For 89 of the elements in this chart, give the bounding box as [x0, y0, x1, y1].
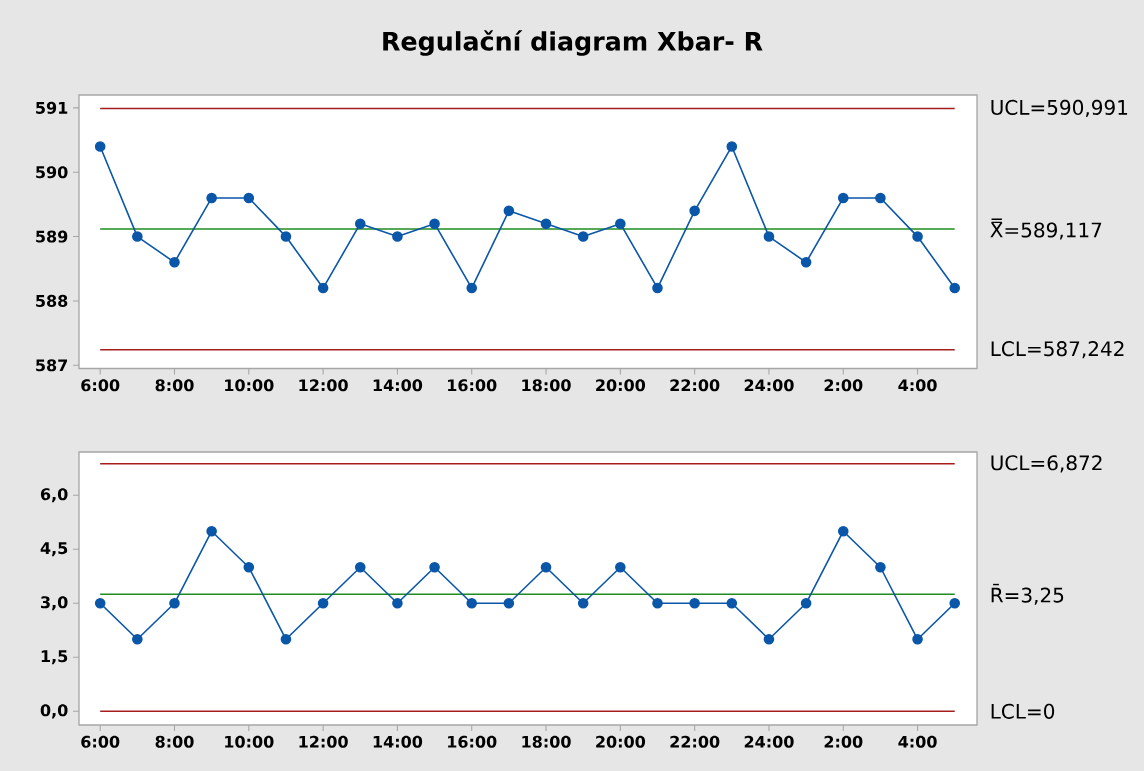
point: [615, 218, 626, 229]
point: [429, 218, 440, 229]
point: [726, 597, 738, 609]
x-tick-label: 14:00: [373, 735, 423, 748]
ref-line-label: R̄=3,25: [991, 583, 1064, 605]
x-tick-label: 16:00: [448, 379, 497, 392]
x-tick-label: 16:00: [448, 735, 497, 748]
chart-title: Regulační diagram Xbar- R: [383, 30, 763, 56]
x-tick-label: 10:00: [225, 379, 274, 392]
x-tick-label: 10:00: [225, 735, 274, 748]
point: [912, 231, 923, 242]
point: [949, 282, 961, 294]
point: [800, 597, 812, 609]
point: [689, 205, 700, 217]
x-tick-label: 20:00: [596, 735, 646, 748]
point: [949, 597, 961, 609]
y-tick-label: 590: [36, 166, 68, 179]
y-tick-label: 3,0: [41, 596, 68, 611]
point: [94, 141, 106, 152]
point: [169, 257, 180, 268]
x-tick-label: 20:00: [596, 379, 646, 392]
x-tick-label: 18:00: [522, 379, 571, 392]
x-tick-label: 6:00: [81, 735, 120, 748]
point: [354, 218, 366, 229]
y-tick-label: 589: [36, 230, 68, 243]
x-tick-label: 4:00: [898, 379, 937, 392]
point: [540, 561, 552, 573]
point: [354, 561, 366, 573]
point: [317, 282, 329, 294]
point: [429, 561, 440, 573]
ref-line-label: X̿=589,117: [990, 218, 1102, 240]
point: [615, 561, 626, 573]
y-tick-label: 591: [36, 101, 68, 114]
point: [652, 597, 663, 609]
point: [577, 597, 589, 609]
x-tick-label: 8:00: [155, 379, 194, 392]
x-tick-label: 24:00: [744, 379, 794, 392]
x-tick-label: 12:00: [299, 379, 348, 392]
x-tick-label: 2:00: [824, 735, 863, 748]
ref-line-label: LCL=0: [991, 703, 1055, 719]
x-tick-label: 6:00: [81, 379, 120, 392]
x-tick-label: 22:00: [670, 735, 720, 748]
y-tick-label: 588: [36, 294, 68, 307]
point: [466, 282, 478, 294]
x-tick-label: 14:00: [373, 379, 423, 392]
y-tick-label: 1,5: [41, 650, 68, 665]
y-tick-label: 587: [36, 359, 68, 372]
point: [280, 231, 292, 242]
point: [763, 633, 775, 645]
x-tick-label: 12:00: [299, 735, 348, 748]
point: [317, 597, 329, 609]
point: [392, 231, 403, 242]
point: [726, 141, 738, 152]
point: [243, 192, 255, 204]
y-tick-label: 4,5: [40, 542, 68, 557]
point: [875, 192, 886, 204]
point: [912, 633, 923, 645]
point: [206, 192, 217, 204]
ref-line-label: UCL=6,872: [991, 455, 1102, 473]
x-tick-label: 22:00: [670, 379, 720, 392]
point: [503, 205, 515, 217]
point: [763, 231, 775, 242]
point: [466, 597, 478, 609]
x-tick-label: 24:00: [744, 735, 794, 748]
point: [503, 597, 515, 609]
point: [652, 282, 663, 294]
point: [280, 633, 292, 645]
point: [689, 597, 700, 609]
x-tick-label: 18:00: [522, 735, 571, 748]
point: [94, 597, 106, 609]
point: [392, 597, 403, 609]
point: [243, 561, 255, 573]
ref-line-label: LCL=587,242: [991, 341, 1124, 359]
ref-line-label: UCL=590,991: [991, 99, 1128, 118]
point: [206, 525, 217, 537]
point: [540, 218, 552, 229]
x-tick-label: 4:00: [898, 735, 937, 748]
x-tick-label: 8:00: [155, 735, 194, 748]
point: [132, 633, 143, 645]
point: [875, 561, 886, 573]
x-tick-label: 2:00: [824, 379, 863, 392]
point: [800, 257, 812, 268]
point: [169, 597, 180, 609]
y-tick-label: 0,0: [40, 704, 68, 719]
point: [837, 192, 849, 204]
y-tick-label: 6,0: [40, 488, 68, 503]
point: [837, 525, 849, 537]
point: [132, 231, 143, 242]
point: [577, 231, 589, 242]
